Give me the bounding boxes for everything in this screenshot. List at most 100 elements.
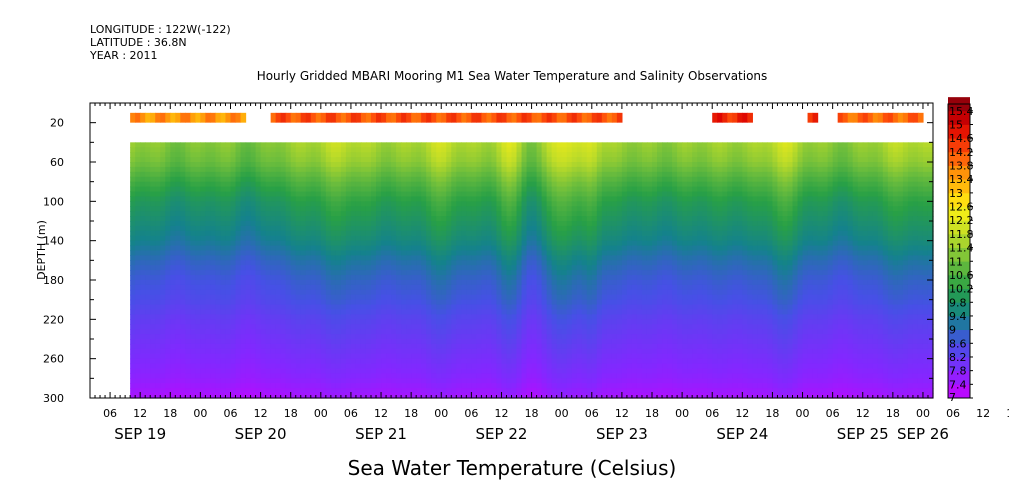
heatmap-cell [225, 363, 232, 370]
heatmap-cell [556, 211, 563, 217]
heatmap-cell [210, 142, 217, 148]
heatmap-cell [185, 147, 191, 153]
heatmap-cell [426, 343, 432, 350]
heatmap-cell [411, 270, 417, 276]
heatmap-cell [541, 348, 548, 355]
heatmap-cell [305, 147, 312, 153]
heatmap-cell [225, 142, 232, 148]
heatmap-cell [431, 147, 437, 153]
heatmap-cell [130, 275, 136, 281]
heatmap-cell [556, 334, 563, 340]
heatmap-cell [205, 319, 212, 325]
heatmap-cell [365, 142, 372, 148]
heatmap-cell [235, 393, 242, 399]
heatmap-cell [601, 157, 608, 163]
heatmap-cell [200, 211, 207, 217]
heatmap-cell [451, 240, 457, 247]
heatmap-cell [155, 157, 161, 163]
heatmap-cell [426, 152, 432, 158]
heatmap-cell [586, 147, 593, 153]
heatmap-cell [536, 196, 543, 202]
heatmap-cell [476, 191, 482, 198]
heatmap-cell [240, 324, 247, 330]
heatmap-cell [260, 378, 267, 384]
heatmap-cell [381, 373, 387, 379]
heatmap-cell [466, 191, 472, 198]
heatmap-cell [406, 221, 412, 227]
heatmap-cell [571, 255, 578, 261]
heatmap-cell [300, 162, 307, 168]
heatmap-cell [556, 142, 563, 148]
heatmap-cell [386, 162, 392, 168]
heatmap-cell [130, 142, 136, 148]
heatmap-cell [195, 250, 201, 257]
heatmap-cell [416, 250, 422, 257]
heatmap-cell [571, 216, 578, 222]
heatmap-cell [391, 373, 397, 379]
heatmap-cell [155, 284, 161, 291]
heatmap-cell [376, 235, 382, 242]
heatmap-cell [155, 171, 161, 178]
heatmap-cell [426, 206, 432, 212]
heatmap-cell [330, 221, 337, 227]
heatmap-cell [541, 171, 548, 178]
heatmap-cell [591, 299, 598, 306]
heatmap-cell [185, 393, 191, 399]
heatmap-cell [250, 373, 257, 379]
heatmap-cell [335, 373, 342, 379]
heatmap-cell [190, 270, 196, 276]
heatmap-cell [591, 324, 598, 330]
heatmap-cell [421, 284, 427, 291]
heatmap-cell [205, 348, 212, 355]
heatmap-cell [160, 216, 166, 222]
heatmap-cell [571, 309, 578, 316]
heatmap-cell [160, 191, 166, 198]
heatmap-cell [591, 176, 598, 183]
heatmap-cell [185, 152, 191, 158]
heatmap-cell [205, 314, 212, 320]
heatmap-cell [566, 176, 573, 183]
heatmap-cell [396, 166, 402, 173]
heatmap-cell [320, 270, 327, 276]
heatmap-cell [501, 329, 508, 335]
heatmap-cell [566, 378, 573, 384]
heatmap-cell [315, 225, 322, 232]
heatmap-cell [170, 181, 176, 188]
heatmap-cell [446, 250, 452, 257]
heatmap-cell [486, 334, 493, 340]
heatmap-cell [601, 363, 608, 370]
heatmap-cell [160, 373, 166, 379]
heatmap-cell [456, 393, 462, 399]
heatmap-cell [421, 225, 427, 232]
heatmap-cell [330, 142, 337, 148]
heatmap-cell [496, 201, 503, 207]
heatmap-cell [250, 176, 257, 183]
heatmap-cell [481, 147, 488, 153]
heatmap-cell [436, 319, 442, 325]
heatmap-cell [371, 368, 377, 375]
heatmap-cell [275, 304, 282, 311]
heatmap-cell [546, 284, 553, 291]
heatmap-cell [546, 235, 553, 242]
heatmap-cell [531, 373, 538, 379]
heatmap-cell [386, 289, 392, 296]
heatmap-cell [230, 176, 237, 183]
heatmap-cell [325, 152, 332, 158]
heatmap-cell [461, 319, 467, 325]
heatmap-cell [155, 201, 161, 207]
heatmap-cell [320, 353, 327, 360]
heatmap-cell [190, 196, 196, 202]
heatmap-cell [130, 309, 136, 316]
heatmap-cell [135, 230, 141, 237]
heatmap-cell [340, 181, 347, 188]
heatmap-cell [446, 201, 452, 207]
heatmap-cell [471, 348, 477, 355]
heatmap-cell [195, 284, 201, 291]
heatmap-cell [416, 245, 422, 252]
heatmap-cell [406, 162, 412, 168]
heatmap-cell [401, 235, 407, 242]
heatmap-cell [280, 225, 287, 232]
heatmap-cell [381, 363, 387, 370]
heatmap-cell [145, 176, 151, 183]
heatmap-cell [491, 201, 498, 207]
